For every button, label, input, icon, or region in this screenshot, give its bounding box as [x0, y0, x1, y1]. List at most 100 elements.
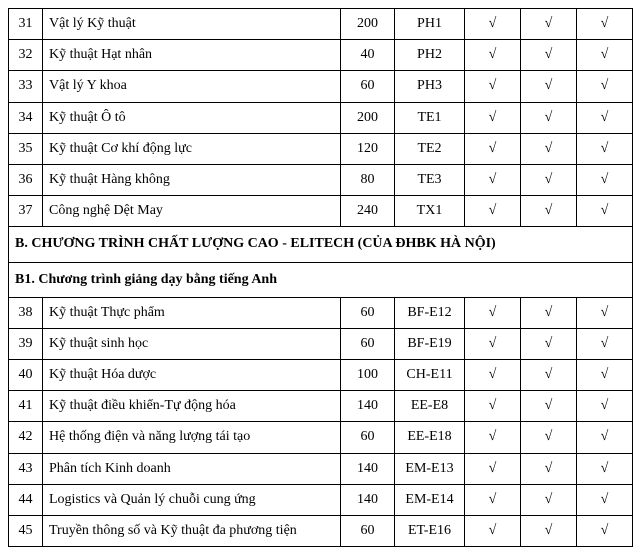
check-3: √	[577, 196, 633, 227]
program-name: Kỹ thuật Hóa dược	[43, 360, 341, 391]
program-code: BF-E12	[395, 297, 465, 328]
row-number: 39	[9, 328, 43, 359]
row-number: 35	[9, 133, 43, 164]
section-b-row: B. CHƯƠNG TRÌNH CHẤT LƯỢNG CAO - ELITECH…	[9, 227, 633, 262]
program-code: TE2	[395, 133, 465, 164]
table-row: 45Truyền thông số và Kỹ thuật đa phương …	[9, 516, 633, 547]
program-code: PH2	[395, 40, 465, 71]
check-1: √	[465, 196, 521, 227]
row-number: 34	[9, 102, 43, 133]
check-1: √	[465, 422, 521, 453]
table-row: 38Kỹ thuật Thực phẩm60BF-E12√√√	[9, 297, 633, 328]
quota: 60	[341, 71, 395, 102]
check-1: √	[465, 71, 521, 102]
row-number: 40	[9, 360, 43, 391]
quota: 60	[341, 328, 395, 359]
check-2: √	[521, 196, 577, 227]
program-name: Phân tích Kinh doanh	[43, 453, 341, 484]
program-name: Kỹ thuật sinh học	[43, 328, 341, 359]
check-3: √	[577, 102, 633, 133]
check-1: √	[465, 9, 521, 40]
table-row: 40Kỹ thuật Hóa dược100CH-E11√√√	[9, 360, 633, 391]
row-number: 33	[9, 71, 43, 102]
check-3: √	[577, 297, 633, 328]
check-2: √	[521, 9, 577, 40]
program-name: Vật lý Y khoa	[43, 71, 341, 102]
check-3: √	[577, 133, 633, 164]
program-name: Kỹ thuật Hàng không	[43, 164, 341, 195]
table-row: 33Vật lý Y khoa60PH3√√√	[9, 71, 633, 102]
program-name: Truyền thông số và Kỹ thuật đa phương ti…	[43, 516, 341, 547]
quota: 60	[341, 297, 395, 328]
program-code: TX1	[395, 196, 465, 227]
check-3: √	[577, 422, 633, 453]
check-3: √	[577, 453, 633, 484]
check-3: √	[577, 360, 633, 391]
table-row: 32Kỹ thuật Hạt nhân40PH2√√√	[9, 40, 633, 71]
program-name: Vật lý Kỹ thuật	[43, 9, 341, 40]
check-2: √	[521, 102, 577, 133]
check-3: √	[577, 71, 633, 102]
quota: 60	[341, 516, 395, 547]
check-2: √	[521, 164, 577, 195]
table-row: 39Kỹ thuật sinh học60BF-E19√√√	[9, 328, 633, 359]
quota: 120	[341, 133, 395, 164]
program-code: TE1	[395, 102, 465, 133]
program-code: EE-E8	[395, 391, 465, 422]
check-2: √	[521, 516, 577, 547]
row-number: 36	[9, 164, 43, 195]
table-row: 43Phân tích Kinh doanh140EM-E13√√√	[9, 453, 633, 484]
check-1: √	[465, 297, 521, 328]
program-name: Kỹ thuật Cơ khí động lực	[43, 133, 341, 164]
program-code: ET-E16	[395, 516, 465, 547]
check-2: √	[521, 133, 577, 164]
check-1: √	[465, 360, 521, 391]
check-2: √	[521, 328, 577, 359]
table-row: 42Hệ thống điện và năng lượng tái tạo60E…	[9, 422, 633, 453]
row-number: 45	[9, 516, 43, 547]
program-code: EE-E18	[395, 422, 465, 453]
check-1: √	[465, 453, 521, 484]
program-name: Kỹ thuật Ô tô	[43, 102, 341, 133]
quota: 140	[341, 453, 395, 484]
program-name: Kỹ thuật Thực phẩm	[43, 297, 341, 328]
program-name: Công nghệ Dệt May	[43, 196, 341, 227]
program-name: Kỹ thuật điều khiển-Tự động hóa	[43, 391, 341, 422]
check-2: √	[521, 71, 577, 102]
check-2: √	[521, 297, 577, 328]
check-2: √	[521, 360, 577, 391]
program-code: BF-E19	[395, 328, 465, 359]
program-code: CH-E11	[395, 360, 465, 391]
check-1: √	[465, 516, 521, 547]
table-row: 35Kỹ thuật Cơ khí động lực120TE2√√√	[9, 133, 633, 164]
row-number: 42	[9, 422, 43, 453]
program-code: PH3	[395, 71, 465, 102]
quota: 240	[341, 196, 395, 227]
row-number: 32	[9, 40, 43, 71]
check-1: √	[465, 328, 521, 359]
check-1: √	[465, 133, 521, 164]
table-row: 36Kỹ thuật Hàng không80TE3√√√	[9, 164, 633, 195]
row-number: 37	[9, 196, 43, 227]
row-number: 31	[9, 9, 43, 40]
check-1: √	[465, 164, 521, 195]
programs-table: 31Vật lý Kỹ thuật200PH1√√√32Kỹ thuật Hạt…	[8, 8, 633, 547]
table-row: 31Vật lý Kỹ thuật200PH1√√√	[9, 9, 633, 40]
quota: 100	[341, 360, 395, 391]
check-1: √	[465, 102, 521, 133]
check-2: √	[521, 391, 577, 422]
quota: 140	[341, 391, 395, 422]
check-1: √	[465, 40, 521, 71]
program-code: EM-E13	[395, 453, 465, 484]
check-2: √	[521, 40, 577, 71]
program-name: Hệ thống điện và năng lượng tái tạo	[43, 422, 341, 453]
section-b1-row: B1. Chương trình giảng dạy bằng tiếng An…	[9, 262, 633, 297]
program-code: PH1	[395, 9, 465, 40]
table-row: 34Kỹ thuật Ô tô200TE1√√√	[9, 102, 633, 133]
program-code: TE3	[395, 164, 465, 195]
program-name: Kỹ thuật Hạt nhân	[43, 40, 341, 71]
check-3: √	[577, 391, 633, 422]
check-3: √	[577, 328, 633, 359]
quota: 40	[341, 40, 395, 71]
quota: 60	[341, 422, 395, 453]
